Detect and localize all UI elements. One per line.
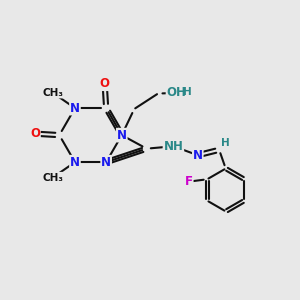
Text: F: F <box>185 175 193 188</box>
Text: CH₃: CH₃ <box>42 172 63 183</box>
Text: H: H <box>221 138 230 148</box>
Text: CH₃: CH₃ <box>42 88 63 98</box>
Text: O: O <box>100 77 110 90</box>
Text: N: N <box>70 102 80 115</box>
Text: N: N <box>193 149 203 162</box>
Text: O: O <box>30 127 40 140</box>
Text: H: H <box>183 87 192 97</box>
Text: NH: NH <box>164 140 183 153</box>
Text: OH: OH <box>167 86 186 99</box>
Text: N: N <box>101 156 111 169</box>
Text: N: N <box>117 129 127 142</box>
Text: N: N <box>70 156 80 169</box>
